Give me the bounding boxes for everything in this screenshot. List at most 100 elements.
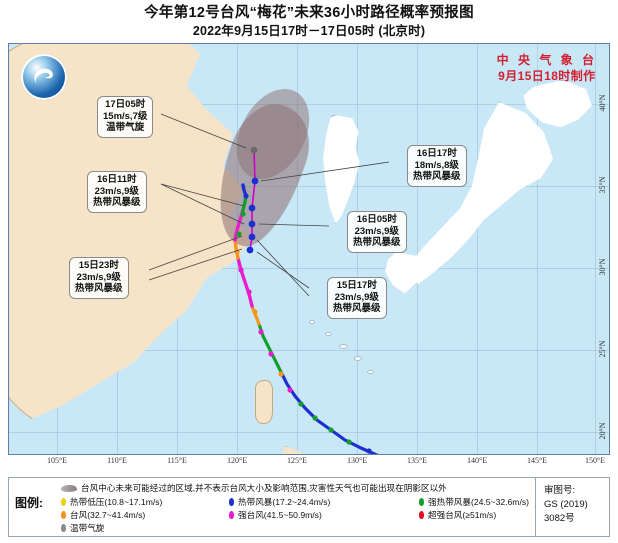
legend-note-text: 台风中心未来可能经过的区域,并不表示台风大小及影响范围,灾害性天气也可能出现在阴… [81, 483, 447, 493]
callout-category: 热带风暴级 [333, 303, 381, 314]
islet-ryukyu-5 [309, 320, 315, 324]
latitude-axis: 40°N 35°N 30°N 25°N 20°N [592, 43, 610, 455]
page-title: 今年第12号台风“梅花”未来36小时路径概率预报图 2022年9月15日17时－… [0, 4, 618, 40]
callout-time: 15日23时 [78, 260, 119, 271]
legend-title: 图例: [15, 496, 43, 510]
legend-item-label: 强热带风暴(24.5~32.6m/s) [428, 497, 530, 507]
latitude-tick: 35°N [597, 176, 607, 194]
legend-item: 超强台风(≥51m/s) [419, 509, 529, 521]
legend-item-label: 温带气旋 [70, 523, 105, 533]
gridline-lon-150 [595, 44, 596, 454]
callout-category: 热带风暴级 [353, 237, 401, 248]
legend-items: 热带低压(10.8~17.1m/s) 热带风暴(17.2~24.4m/s) 强热带风… [61, 496, 529, 534]
legend-item: 强热带风暴(24.5~32.6m/s) [419, 496, 529, 508]
legend-item-label: 超强台风(≥51m/s) [428, 510, 497, 520]
callout-wind: 15m/s,7级 [103, 110, 148, 122]
legend-item-label: 台风(32.7~41.4m/s) [70, 510, 146, 520]
approval-value: GS (2019) 3082号 [544, 499, 588, 524]
legend-item: 温带气旋 [61, 522, 229, 534]
legend-item: 热带低压(10.8~17.1m/s) [61, 496, 229, 508]
cma-dragon-logo-icon [21, 54, 67, 100]
longitude-tick: 125°E [286, 456, 308, 465]
legend-color-dot-icon [61, 498, 66, 506]
longitude-tick: 150°E [584, 456, 606, 465]
latitude-tick: 25°N [597, 340, 607, 358]
gridline-lat-25 [9, 350, 609, 351]
gridline-lon-140 [477, 44, 478, 454]
forecast-callout: 17日05时 15m/s,7级 温带气旋 [97, 96, 154, 138]
legend-color-dot-icon [61, 511, 66, 519]
latitude-tick: 20°N [597, 422, 607, 440]
map-inner: 中 央 气 象 台 9月15日18时制作 17日05时 15m/s,7级 温带气旋 1… [9, 44, 609, 454]
title-subtitle: 2022年9月15日17时－17日05时 (北京时) [192, 24, 426, 38]
forecast-callout: 15日17时 23m/s,9级 热带风暴级 [327, 277, 387, 319]
forecast-callout: 16日11时 23m/s,9级 热带风暴级 [87, 171, 147, 213]
longitude-tick: 120°E [226, 456, 248, 465]
callout-time: 15日17时 [336, 280, 377, 291]
islet-ryukyu-2 [354, 356, 362, 361]
forecast-callout: 15日23时 23m/s,9级 热带风暴级 [69, 257, 129, 299]
legend-item-label: 强台风(41.5~50.9m/s) [238, 510, 322, 520]
longitude-tick: 130°E [346, 456, 368, 465]
legend-color-dot-icon [229, 498, 234, 506]
legend-item: 强台风(41.5~50.9m/s) [229, 509, 419, 521]
legend-note: 台风中心未来可能经过的区域,并不表示台风大小及影响范围,灾害性天气也可能出现在阴… [61, 482, 529, 494]
latitude-tick: 40°N [597, 94, 607, 112]
agency-credit: 中 央 气 象 台 9月15日18时制作 [497, 52, 597, 84]
callout-wind: 18m/s,8级 [414, 159, 459, 171]
callout-time: 16日17时 [416, 148, 457, 159]
issue-time: 9月15日18时制作 [498, 69, 596, 83]
callout-time: 16日05时 [356, 214, 397, 225]
longitude-tick: 145°E [526, 456, 548, 465]
islet-ryukyu-1 [339, 344, 348, 349]
legend-color-dot-icon [229, 511, 234, 519]
callout-category: 温带气旋 [106, 122, 145, 133]
callout-time: 16日11时 [96, 174, 137, 185]
landmass-taiwan [255, 380, 273, 424]
latitude-tick: 30°N [597, 258, 607, 276]
longitude-tick: 135°E [406, 456, 428, 465]
callout-category: 热带风暴级 [75, 283, 123, 294]
legend-main: 图例: 台风中心未来可能经过的区域,并不表示台风大小及影响范围,灾害性天气也可能… [9, 478, 535, 536]
callout-leader-lines [148, 113, 390, 297]
longitude-axis: 105°E 110°E 115°E 120°E 125°E 130°E 135°E 140°E… [8, 456, 610, 470]
callout-wind: 23m/s,9级 [76, 271, 121, 283]
gridline-lat-40 [9, 104, 609, 105]
longitude-tick: 140°E [466, 456, 488, 465]
title-main: 今年第12号台风“梅花”未来36小时路径概率预报图 [144, 5, 474, 21]
page-bottom-edge [0, 539, 618, 543]
longitude-tick: 110°E [107, 456, 127, 465]
legend-item-label: 热带风暴(17.2~24.4m/s) [238, 497, 331, 507]
observed-track-points [234, 193, 372, 454]
gridline-lon-135 [417, 44, 418, 454]
map-canvas[interactable]: 中 央 气 象 台 9月15日18时制作 17日05时 15m/s,7级 温带气旋 1… [8, 43, 610, 455]
legend-item-label: 热带低压(10.8~17.1m/s) [70, 497, 163, 507]
forecast-callout: 16日05时 23m/s,9级 热带风暴级 [347, 211, 407, 253]
longitude-tick: 105°E [46, 456, 68, 465]
forecast-callout: 16日17时 18m/s,8级 热带风暴级 [407, 145, 467, 187]
legend-color-dot-icon [419, 498, 424, 506]
longitude-tick: 115°E [167, 456, 187, 465]
approval-label: 审图号: [544, 485, 576, 496]
approval-block: 审图号: GS (2019) 3082号 [535, 478, 609, 536]
legend-item: 热带风暴(17.2~24.4m/s) [229, 496, 419, 508]
callout-wind: 23m/s,9级 [334, 291, 379, 303]
gridline-lon-125 [297, 44, 298, 454]
islet-ryukyu-3 [367, 370, 374, 374]
agency-name: 中 央 气 象 台 [496, 53, 597, 67]
islet-ryukyu-4 [325, 332, 332, 336]
forecast-track-points [246, 146, 259, 254]
legend-color-dot-icon [419, 511, 424, 519]
callout-category: 热带风暴级 [413, 171, 461, 182]
legend-item: 台风(32.7~41.4m/s) [61, 509, 229, 521]
gridline-lat-35 [9, 186, 609, 187]
gridline-lat-20 [9, 432, 609, 433]
callout-category: 热带风暴级 [93, 197, 141, 208]
gridline-lon-145 [537, 44, 538, 454]
legend-color-dot-icon [61, 524, 66, 532]
callout-wind: 23m/s,9级 [94, 185, 139, 197]
callout-time: 17日05时 [105, 99, 146, 110]
callout-wind: 23m/s,9级 [354, 225, 399, 237]
gridline-lat-30 [9, 268, 609, 269]
